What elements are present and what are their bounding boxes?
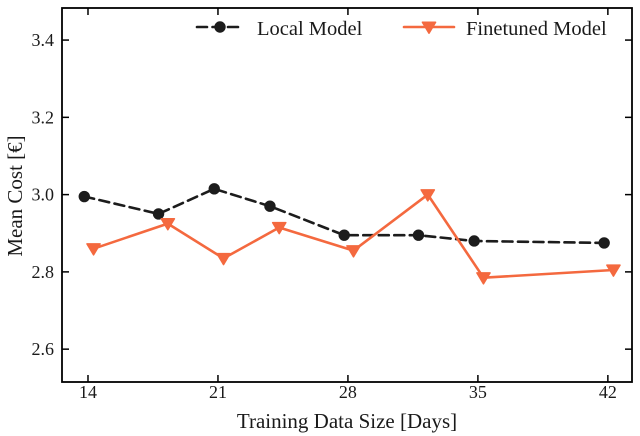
y-tick-label: 3.2: [32, 107, 55, 127]
series-line-0: [83, 187, 606, 245]
legend-key-samples: [195, 21, 456, 34]
data-point-marker-triangle: [346, 245, 361, 258]
x-tick-label: 35: [469, 382, 487, 402]
data-point-marker-triangle: [160, 218, 176, 231]
legend-label-finetuned-model: Finetuned Model: [466, 18, 607, 40]
y-axis-title: Mean Cost [€]: [3, 135, 27, 256]
data-point-marker-circle: [468, 235, 480, 247]
data-point-marker-circle: [412, 229, 425, 241]
x-tick-label: 21: [209, 382, 227, 402]
data-point-marker-triangle: [86, 243, 101, 256]
data-point-marker-triangle: [606, 264, 621, 277]
legend: Local Model Finetuned Model: [195, 18, 607, 40]
data-point-marker-circle: [598, 237, 610, 249]
x-tick-label: 28: [339, 382, 357, 402]
data-point-marker-triangle: [271, 221, 287, 235]
x-axis-title: Training Data Size [Days]: [237, 409, 457, 433]
data-point-marker-triangle: [476, 272, 491, 285]
data-point-marker-triangle: [420, 189, 436, 202]
data-point-marker-circle: [264, 200, 276, 212]
data-series: [78, 183, 621, 285]
y-tick-label: 3.0: [32, 185, 55, 205]
data-point-marker-triangle: [216, 252, 231, 266]
data-point-marker-circle: [338, 229, 350, 241]
axes-frame: [61, 7, 633, 383]
x-tick-label: 14: [79, 382, 97, 402]
y-tick-label: 2.8: [32, 262, 55, 282]
axis-ticks: 14 21 28 35 42 2.6 2.8 3.0 3.2 3.4: [32, 8, 632, 402]
data-point-marker-circle: [78, 190, 90, 203]
legend-sample-marker-finetuned: [421, 21, 437, 34]
data-point-marker-circle: [208, 183, 220, 195]
legend-sample-marker-local: [214, 21, 226, 33]
y-tick-label: 3.4: [32, 30, 55, 50]
plot-frame: [61, 7, 633, 383]
series-line-1: [92, 193, 615, 279]
x-tick-label: 42: [599, 382, 617, 402]
data-point-marker-circle: [152, 208, 165, 220]
legend-label-local-model: Local Model: [257, 18, 363, 40]
y-tick-label: 2.6: [32, 339, 55, 359]
